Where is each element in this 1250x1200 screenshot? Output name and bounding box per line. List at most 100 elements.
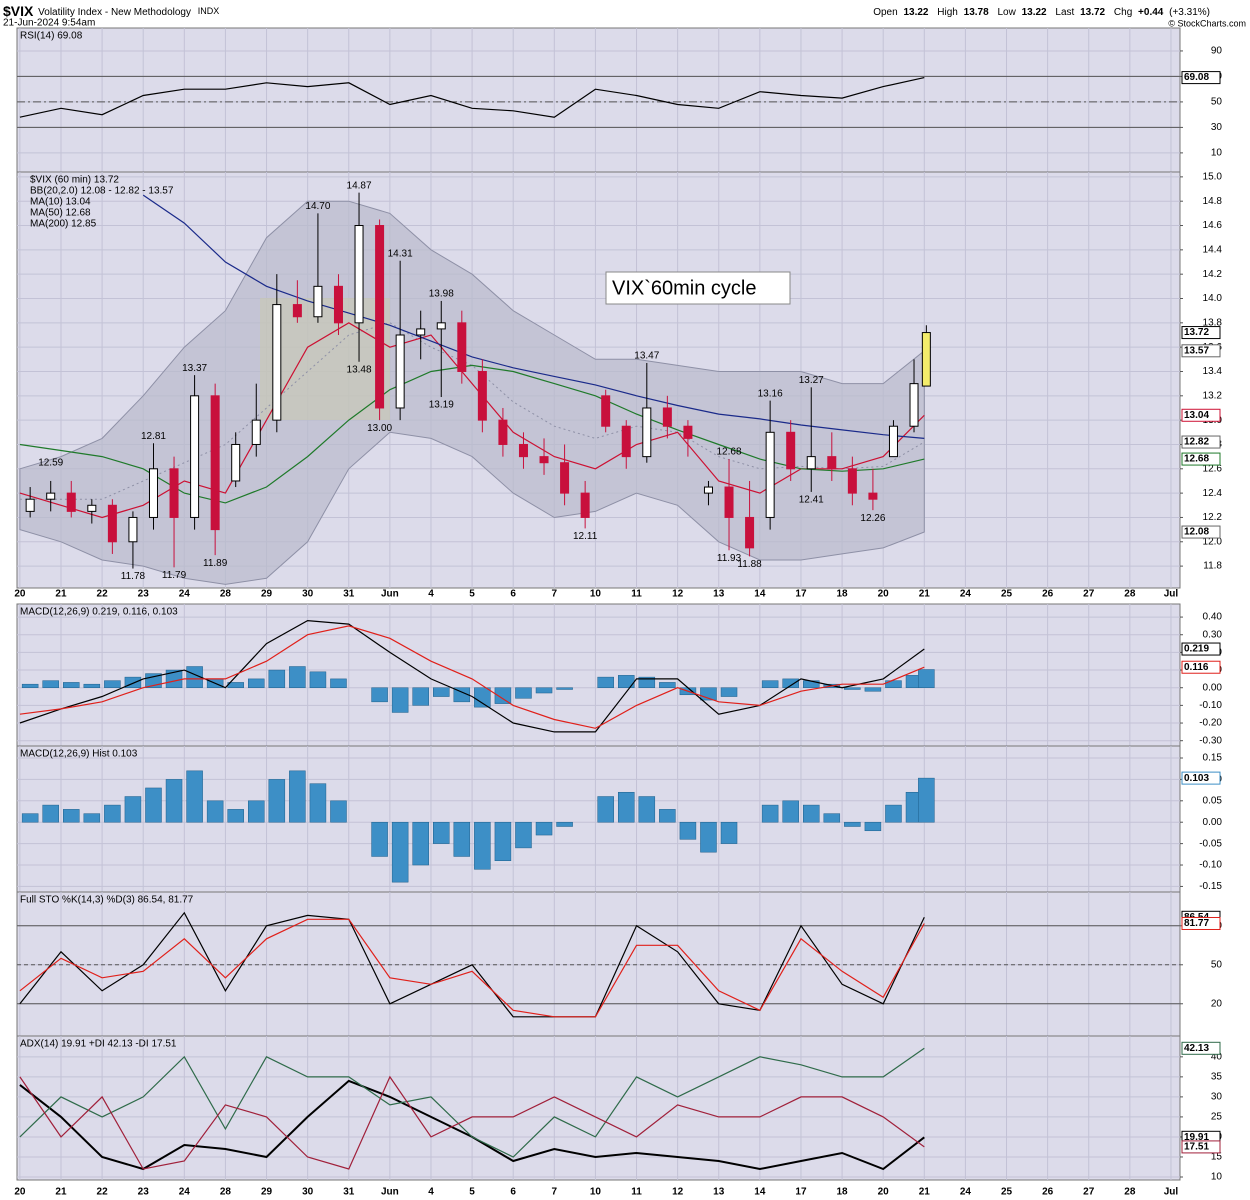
value-tag-box <box>1181 916 1221 930</box>
x-tick-label: 26 <box>1042 589 1054 600</box>
candle-body <box>745 516 755 549</box>
x-tick-label: 5 <box>469 1187 475 1198</box>
x-tick-label: 23 <box>138 1187 150 1198</box>
y-tick-label: 0.30 <box>1203 629 1223 640</box>
histogram-bar <box>556 687 573 690</box>
x-tick-label: 5 <box>469 589 475 600</box>
y-tick-label: -0.30 <box>1199 735 1222 746</box>
histogram-bar <box>700 821 717 853</box>
histogram-bar <box>268 779 286 823</box>
candle-body <box>169 468 179 518</box>
histogram-bar <box>720 821 738 844</box>
histogram-bar <box>124 676 142 688</box>
y-tick-label: -0.05 <box>1199 838 1222 849</box>
histogram-bar <box>309 671 327 688</box>
y-tick-label: 50 <box>1211 97 1223 108</box>
histogram-bar <box>864 821 882 832</box>
histogram-bar <box>289 666 306 688</box>
symbol: $VIX <box>3 3 34 19</box>
value-tag: 13.04 <box>1184 410 1209 421</box>
y-tick-label: 30 <box>1211 122 1223 133</box>
line-series <box>19 1047 925 1158</box>
value-tag: 0.116 <box>1184 662 1209 673</box>
candle-body <box>621 425 631 458</box>
histogram-bar <box>453 821 471 857</box>
line-series <box>19 911 925 1018</box>
histogram-bar <box>864 687 882 692</box>
x-tick-label: Jul <box>1164 589 1179 600</box>
candle-body <box>190 395 200 518</box>
histogram-bar <box>165 779 183 823</box>
x-tick-label: 25 <box>1001 1187 1013 1198</box>
histogram-bar <box>391 821 409 883</box>
candle-body <box>765 431 775 518</box>
value-tag: 12.08 <box>1184 527 1209 538</box>
histogram-bar <box>227 809 244 823</box>
value-tag: 42.13 <box>1184 1043 1209 1054</box>
high-label: High <box>937 7 958 18</box>
panel-background <box>16 891 1181 1037</box>
y-tick-label: 12.2 <box>1203 512 1223 523</box>
histogram-bar <box>844 821 861 827</box>
price-annotation: 12.26 <box>860 513 885 524</box>
price-annotation: 14.87 <box>347 180 372 191</box>
value-tag-box <box>1181 1140 1221 1154</box>
candle-body <box>642 407 652 458</box>
value-tag: 0.103 <box>1184 773 1209 784</box>
x-tick-label: 27 <box>1083 1187 1095 1198</box>
candle-body <box>272 304 282 421</box>
panel-background <box>16 27 1181 173</box>
candle-body <box>416 328 426 336</box>
y-tick-label: 14.0 <box>1203 293 1223 304</box>
histogram-bar <box>330 800 347 823</box>
x-tick-label: 31 <box>343 1187 355 1198</box>
candle-body <box>354 225 364 324</box>
histogram-bar <box>474 687 491 708</box>
x-tick-label: 21 <box>919 1187 931 1198</box>
candle-body <box>375 225 385 409</box>
histogram-bar <box>638 676 656 688</box>
x-tick-label: 18 <box>837 589 849 600</box>
histogram-bar <box>453 687 471 703</box>
value-tag: 13.72 <box>1184 327 1209 338</box>
y-tick-label: 30 <box>1211 1092 1223 1103</box>
value-tag: 0.219 <box>1184 644 1209 655</box>
x-tick-label: 22 <box>97 589 109 600</box>
histogram-bar <box>412 687 429 706</box>
x-tick-label: 31 <box>343 589 355 600</box>
histogram-bar <box>83 813 101 823</box>
x-tick-label: Jun <box>381 1187 399 1198</box>
histogram-bar <box>186 770 203 823</box>
histogram-bar <box>494 687 512 704</box>
low-label: Low <box>997 7 1016 18</box>
histogram-bar <box>21 683 39 688</box>
value-tag-box <box>1181 326 1221 340</box>
x-tick-label: 7 <box>552 589 558 600</box>
histogram-bar <box>535 687 553 694</box>
low: 13.22 <box>1022 7 1047 18</box>
value-tag-box <box>1181 771 1221 785</box>
histogram-bar <box>474 821 491 870</box>
histogram-bar <box>659 809 676 823</box>
x-tick-label: 12 <box>672 589 684 600</box>
value-tag: 13.57 <box>1184 345 1209 356</box>
histogram-bar <box>206 800 224 823</box>
x-tick-label: 30 <box>302 1187 314 1198</box>
price-annotation: 13.47 <box>634 351 659 362</box>
histogram-bar <box>918 669 935 688</box>
x-tick-label: 26 <box>1042 1187 1054 1198</box>
candle-body <box>87 504 97 512</box>
x-tick-label: 30 <box>302 589 314 600</box>
header-line: $VIX Volatility Index - New Methodology … <box>3 3 219 19</box>
legend-entry: MA(200) 12.85 <box>30 219 97 230</box>
histogram-bar <box>391 687 409 713</box>
histogram-bar <box>659 682 676 688</box>
candle-body <box>457 322 467 372</box>
x-tick-label: 20 <box>14 589 26 600</box>
price-annotation: 12.11 <box>573 531 598 542</box>
y-tick-label: 0.00 <box>1203 817 1223 828</box>
histogram-bar <box>823 813 841 823</box>
candle-body <box>148 468 158 518</box>
y-tick-label: -0.20 <box>1199 718 1222 729</box>
x-tick-label: 10 <box>590 1187 602 1198</box>
